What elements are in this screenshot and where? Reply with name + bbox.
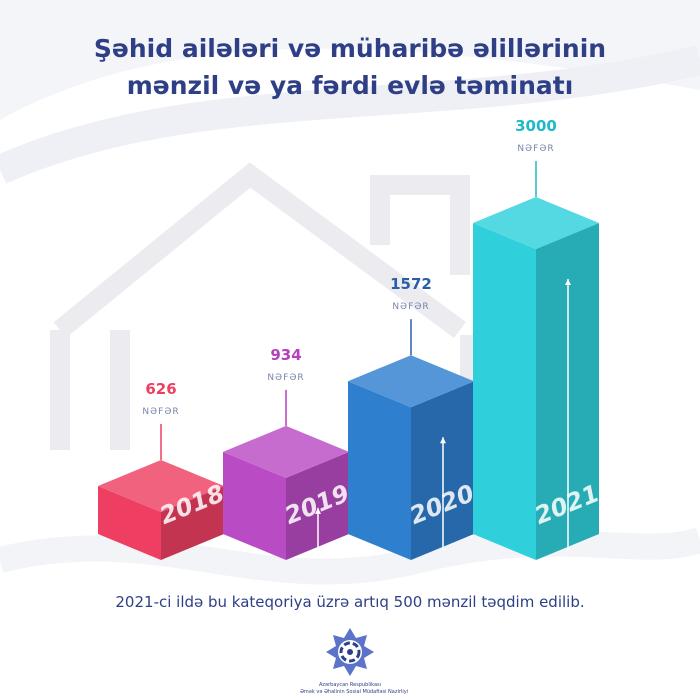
bar-face-top (348, 355, 474, 408)
bar-face-right (286, 451, 349, 560)
title-line-2: mənzil və ya fərdi evlə təminatı (126, 71, 574, 100)
bars-group: 2018626NƏFƏR2019934NƏFƏR20201572NƏFƏR202… (98, 117, 603, 560)
bar-face-top (473, 197, 599, 249)
bar-face-left (98, 486, 161, 560)
value-label: 3000 (515, 117, 557, 135)
value-label: 626 (145, 380, 176, 398)
logo-text-line-1: Azərbaycan Respublikası (318, 682, 382, 688)
unit-label: NƏFƏR (517, 144, 554, 154)
arrow-head-icon (315, 507, 321, 514)
ministry-emblem-icon (326, 628, 374, 676)
bar-face-right (161, 486, 224, 560)
bar-face-left (473, 223, 536, 560)
bar-face-left (348, 381, 411, 560)
arrow-head-icon (440, 437, 446, 444)
bar-face-top (223, 425, 349, 478)
unit-label: NƏFƏR (267, 373, 304, 383)
value-label: 1572 (390, 275, 432, 293)
unit-label: NƏFƏR (392, 302, 429, 312)
chart-title: Şəhid ailələri və müharibə əlillərinin m… (0, 30, 700, 104)
footer-note: 2021-ci ildə bu kateqoriya üzrə artıq 50… (115, 593, 585, 611)
bar-face-top (98, 460, 224, 512)
logo-text-line-2: Əmək və Əhalinin Sosial Müdafiəsi Nazirl… (300, 689, 409, 695)
ministry-logo: Azərbaycan Respublikası Əmək və Əhalinin… (300, 624, 409, 700)
unit-label: NƏFƏR (142, 407, 179, 417)
title-line-1: Şəhid ailələri və müharibə əlillərinin (93, 34, 607, 63)
bar-face-left (223, 451, 286, 560)
arrow-head-icon (565, 279, 571, 285)
value-label: 934 (270, 346, 301, 364)
